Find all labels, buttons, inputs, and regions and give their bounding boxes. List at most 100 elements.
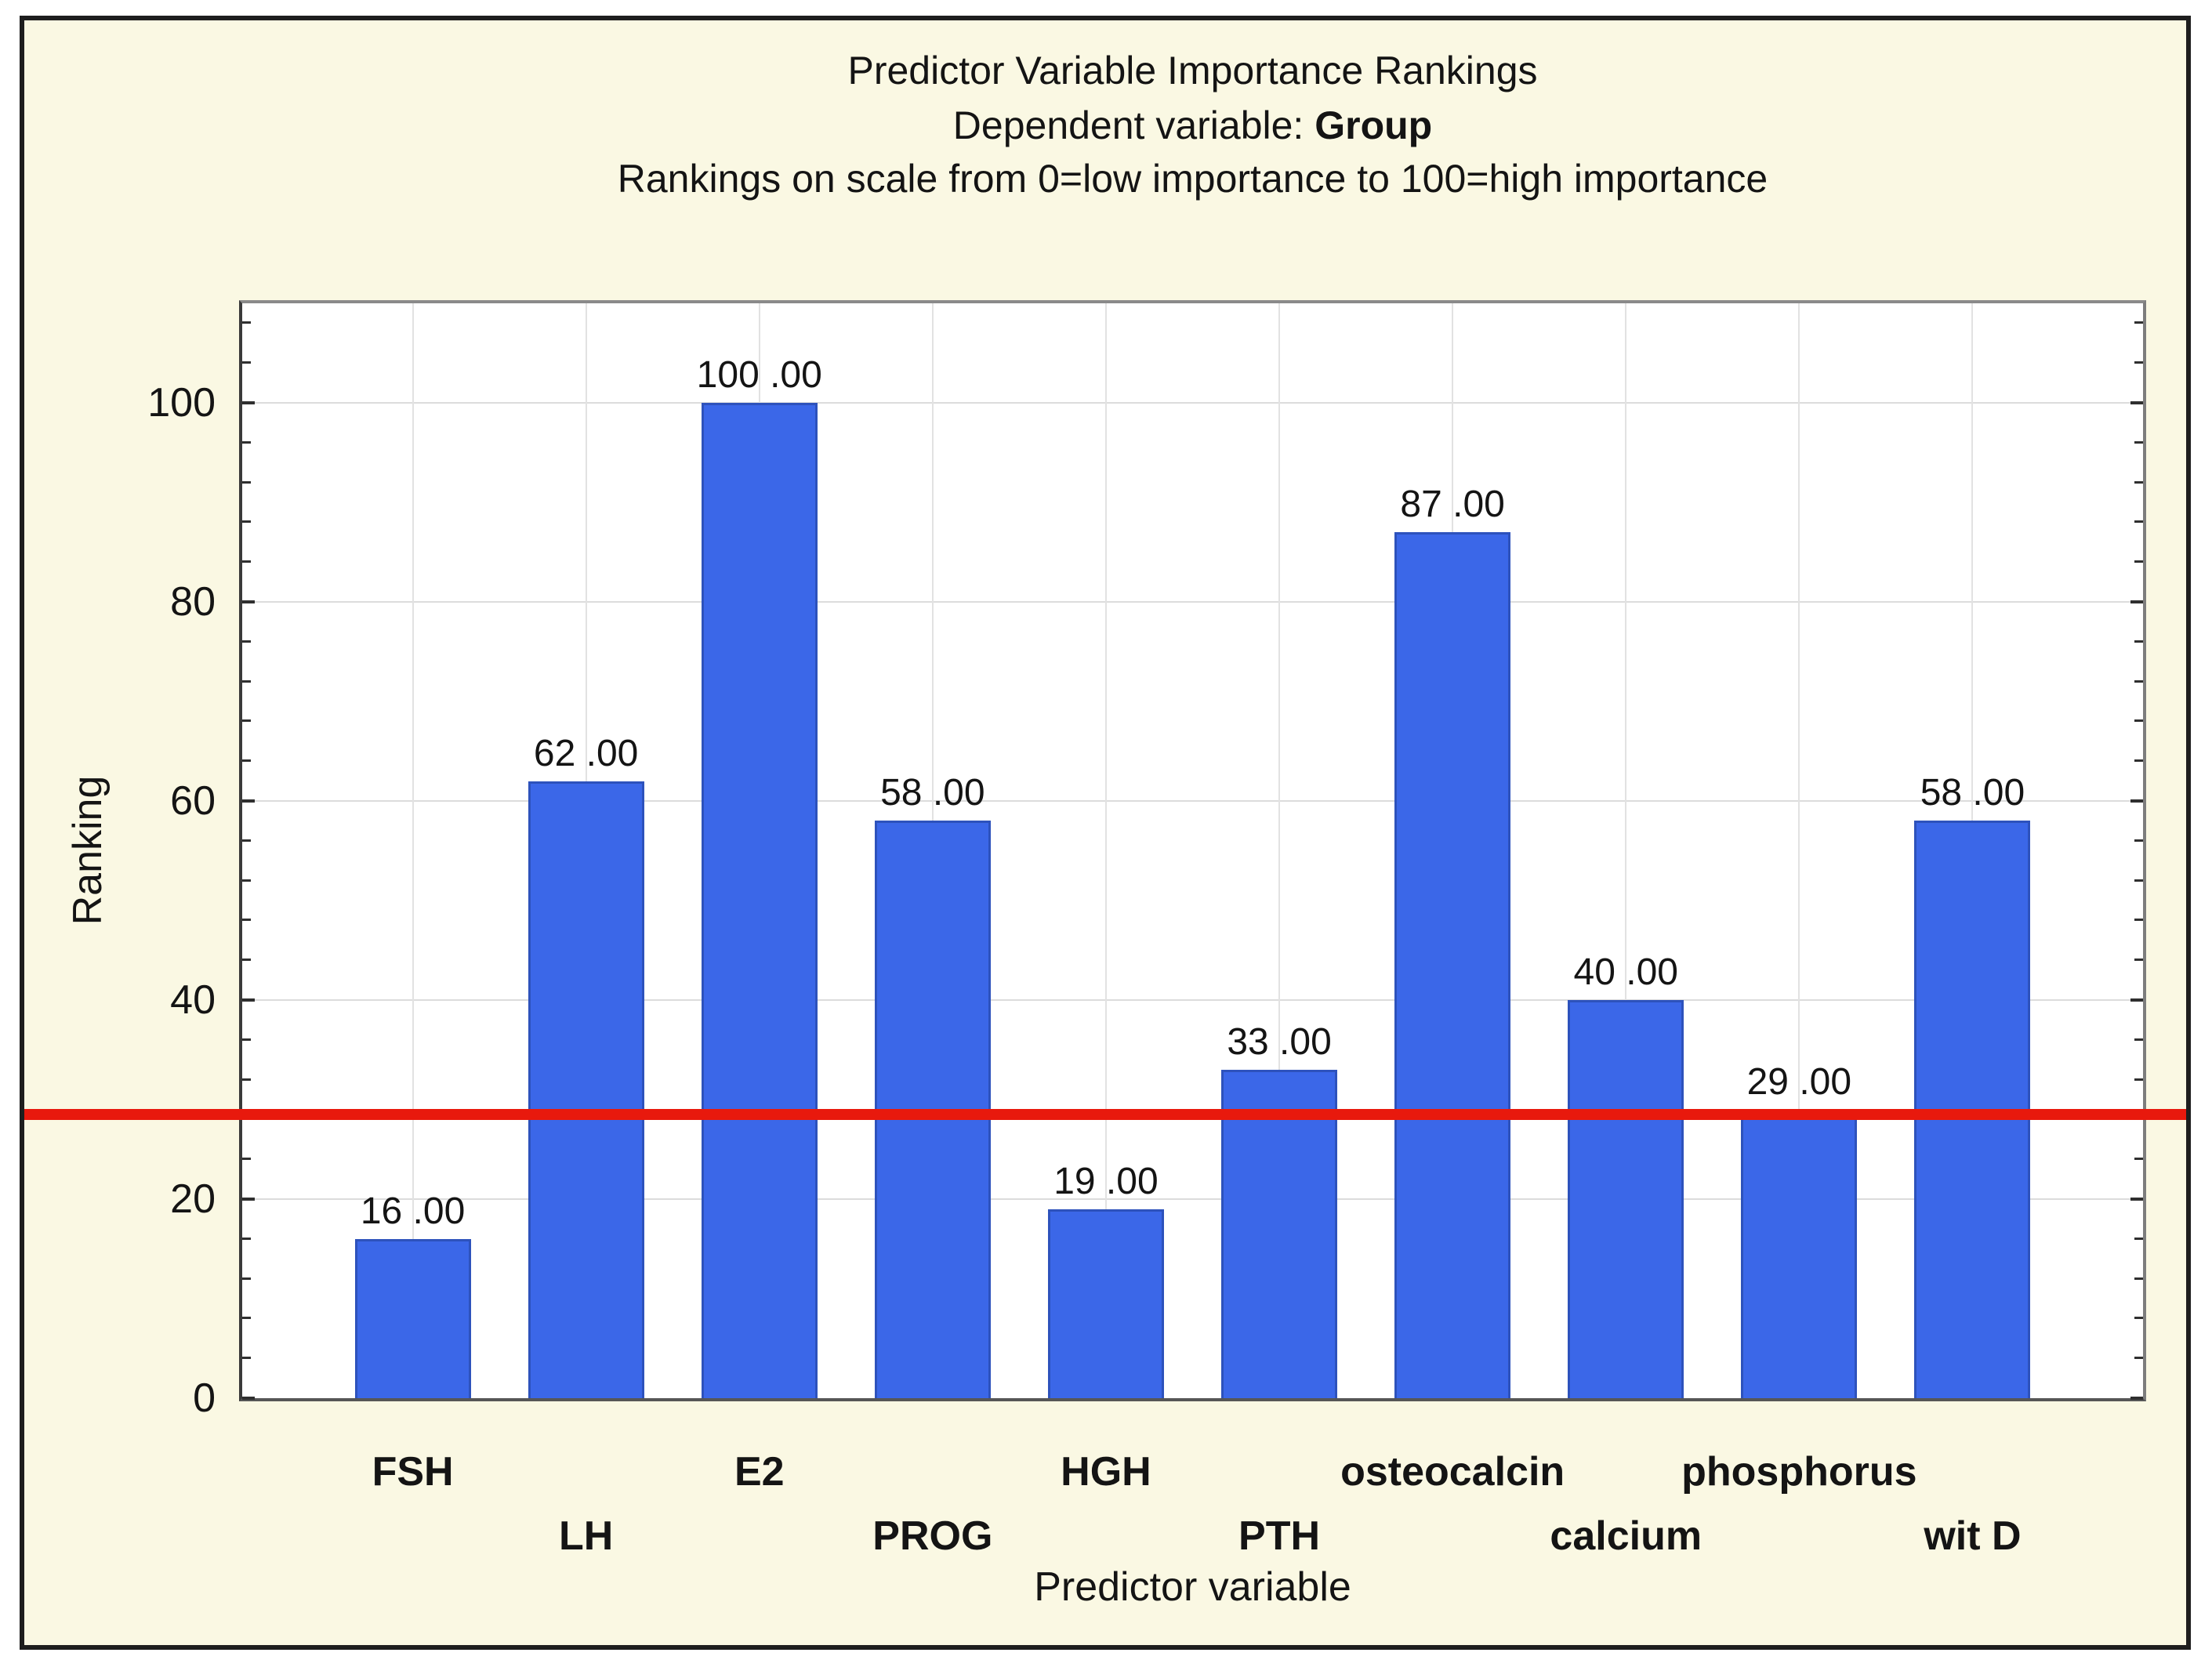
y-minor-tick-left-76 <box>242 640 251 643</box>
bar-LH <box>528 781 644 1398</box>
bar-PTH <box>1221 1069 1338 1398</box>
y-minor-tick-left-44 <box>242 959 251 962</box>
category-label-FSH: FSH <box>372 1449 454 1495</box>
y-minor-tick-left-84 <box>242 560 251 564</box>
y-minor-tick-left-96 <box>242 440 251 444</box>
y-minor-tick-right-92 <box>2134 480 2143 484</box>
y-minor-tick-right-56 <box>2134 839 2143 842</box>
y-minor-tick-right-84 <box>2134 560 2143 564</box>
y-minor-tick-right-96 <box>2134 440 2143 444</box>
v-gridline-PTH <box>1278 303 1281 1398</box>
v-gridline-phosphorus <box>1798 303 1800 1398</box>
y-tick-label-60: 60 <box>170 778 216 824</box>
y-minor-tick-left-108 <box>242 321 251 324</box>
y-minor-tick-right-64 <box>2134 759 2143 763</box>
category-label-LH: LH <box>558 1513 614 1559</box>
y-minor-tick-left-36 <box>242 1038 251 1041</box>
y-major-tick-right-20 <box>2130 1198 2143 1201</box>
chart-scale-note: Rankings on scale from 0=low importance … <box>617 157 1768 201</box>
y-minor-tick-left-16 <box>242 1237 251 1240</box>
bar-value-label-PROG: 58 .00 <box>880 772 985 814</box>
y-minor-tick-right-8 <box>2134 1317 2143 1320</box>
y-major-tick-left-60 <box>242 799 255 803</box>
y-major-tick-right-0 <box>2130 1397 2143 1400</box>
v-gridline-HGH <box>1104 303 1107 1398</box>
y-tick-label-100: 100 <box>147 380 216 426</box>
y-major-tick-left-80 <box>242 600 255 603</box>
chart-title: Predictor Variable Importance Rankings <box>847 49 1538 92</box>
bar-value-label-wit D: 58 .00 <box>1920 772 2025 814</box>
y-tick-label-20: 20 <box>170 1176 216 1222</box>
category-label-E2: E2 <box>734 1449 785 1495</box>
bar-value-label-LH: 62 .00 <box>533 732 639 774</box>
y-minor-tick-left-104 <box>242 361 251 364</box>
bar-value-label-FSH: 16 .00 <box>360 1190 466 1232</box>
chart-subtitle: Dependent variable: Group <box>239 102 2146 149</box>
y-minor-tick-left-48 <box>242 919 251 922</box>
chart-subtitle-prefix: Dependent variable: <box>952 103 1315 147</box>
bar-HGH <box>1047 1209 1164 1398</box>
y-minor-tick-left-8 <box>242 1317 251 1320</box>
bar-calcium <box>1568 1000 1684 1398</box>
y-minor-tick-right-88 <box>2134 520 2143 524</box>
y-major-tick-left-100 <box>242 401 255 404</box>
y-minor-tick-right-16 <box>2134 1237 2143 1240</box>
y-tick-label-40: 40 <box>170 977 216 1023</box>
y-minor-tick-left-56 <box>242 839 251 842</box>
category-label-phosphorus: phosphorus <box>1681 1449 1917 1495</box>
y-minor-tick-right-44 <box>2134 959 2143 962</box>
bar-value-label-calcium: 40 .00 <box>1573 951 1678 993</box>
y-major-tick-right-80 <box>2130 600 2143 603</box>
bar-value-label-E2: 100 .00 <box>696 354 822 396</box>
bar-E2 <box>701 403 818 1398</box>
y-minor-tick-right-4 <box>2134 1357 2143 1360</box>
bar-osteocalcin <box>1394 532 1511 1398</box>
y-minor-tick-left-24 <box>242 1158 251 1161</box>
v-gridline-FSH <box>412 303 414 1398</box>
y-minor-tick-right-76 <box>2134 640 2143 643</box>
y-minor-tick-left-52 <box>242 879 251 882</box>
y-major-tick-right-100 <box>2130 401 2143 404</box>
y-tick-label-80: 80 <box>170 579 216 625</box>
h-gridline-20 <box>242 1198 2143 1200</box>
y-minor-tick-right-104 <box>2134 361 2143 364</box>
threshold-reference-line <box>24 1109 2186 1121</box>
bar-value-label-osteocalcin: 87 .00 <box>1400 484 1505 526</box>
y-minor-tick-right-32 <box>2134 1078 2143 1081</box>
y-minor-tick-right-24 <box>2134 1158 2143 1161</box>
v-gridline-calcium <box>1625 303 1627 1398</box>
bar-phosphorus <box>1741 1109 1858 1398</box>
y-major-tick-left-20 <box>242 1198 255 1201</box>
y-minor-tick-right-36 <box>2134 1038 2143 1041</box>
y-minor-tick-right-52 <box>2134 879 2143 882</box>
x-axis-title: Predictor variable <box>1034 1564 1351 1610</box>
y-major-tick-left-40 <box>242 998 255 1002</box>
y-minor-tick-left-12 <box>242 1277 251 1280</box>
category-label-wit D: wit D <box>1924 1513 2022 1559</box>
y-minor-tick-left-32 <box>242 1078 251 1081</box>
h-gridline-40 <box>242 999 2143 1001</box>
bar-value-label-PTH: 33 .00 <box>1227 1020 1332 1063</box>
y-major-tick-left-0 <box>242 1397 255 1400</box>
y-minor-tick-left-64 <box>242 759 251 763</box>
y-minor-tick-left-72 <box>242 679 251 683</box>
y-minor-tick-right-108 <box>2134 321 2143 324</box>
y-minor-tick-right-72 <box>2134 679 2143 683</box>
h-gridline-60 <box>242 800 2143 802</box>
y-minor-tick-right-48 <box>2134 919 2143 922</box>
y-tick-label-0: 0 <box>193 1375 216 1421</box>
category-label-HGH: HGH <box>1061 1449 1151 1495</box>
y-minor-tick-left-92 <box>242 480 251 484</box>
y-minor-tick-right-12 <box>2134 1277 2143 1280</box>
y-minor-tick-right-68 <box>2134 719 2143 723</box>
y-minor-tick-left-4 <box>242 1357 251 1360</box>
bar-value-label-phosphorus: 29 .00 <box>1746 1060 1852 1103</box>
plot-area: 16 .00 FSH 62 .00 LH 100 .00 E2 58 .00 PROG 19 .… <box>239 300 2146 1559</box>
y-major-tick-right-40 <box>2130 998 2143 1002</box>
category-label-calcium: calcium <box>1550 1513 1703 1559</box>
chart-subtitle-dependent-variable: Group <box>1315 103 1433 147</box>
h-gridline-100 <box>242 402 2143 404</box>
category-label-PTH: PTH <box>1238 1513 1321 1559</box>
y-major-tick-right-60 <box>2130 799 2143 803</box>
